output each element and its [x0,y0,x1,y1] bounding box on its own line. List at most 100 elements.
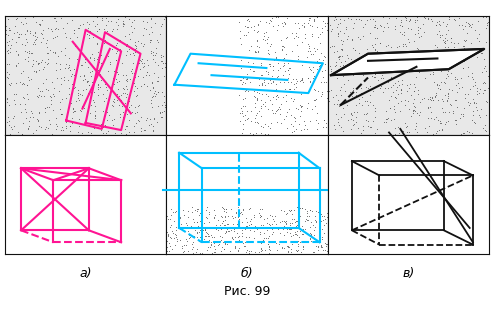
Point [256,214,264,219]
Point [288,49,296,54]
Point [434,86,442,91]
Point [371,105,379,110]
Point [295,234,303,239]
Point [444,73,452,78]
Point [403,82,411,87]
Point [280,63,288,68]
Point [265,245,273,250]
Point [85,83,93,88]
Point [382,108,390,113]
Point [82,116,89,121]
Point [22,110,30,115]
Point [207,252,215,257]
Point [255,44,263,49]
Point [222,230,230,235]
Point [43,44,51,49]
Point [249,69,257,74]
Point [381,86,389,91]
Point [392,57,400,62]
Point [41,76,49,81]
Point [307,219,315,224]
Point [256,229,264,234]
Point [234,215,242,219]
Point [362,118,370,123]
Point [484,74,492,79]
Point [378,72,386,77]
Point [467,24,475,29]
Point [317,40,325,45]
Point [31,33,39,38]
Point [170,236,178,241]
Point [275,22,283,27]
Point [318,213,326,218]
Point [222,207,230,212]
Point [444,95,452,100]
Point [122,94,130,99]
Point [70,67,78,72]
Point [376,40,384,45]
Point [460,46,468,51]
Point [76,92,84,97]
Point [236,29,244,33]
Point [257,245,265,250]
Point [33,35,41,40]
Point [74,130,82,135]
Point [149,127,157,132]
Point [105,113,113,117]
Point [158,59,166,64]
Point [319,92,327,97]
Point [239,220,247,225]
Point [236,110,244,115]
Point [37,89,44,94]
Point [127,102,135,107]
Point [146,117,154,122]
Point [27,108,35,113]
Point [443,59,451,64]
Point [4,16,12,21]
Point [421,125,429,130]
Point [275,13,283,18]
Point [23,83,31,88]
Point [320,79,328,84]
Point [88,32,96,37]
Point [238,111,246,116]
Point [319,124,327,129]
Point [345,70,353,75]
Point [357,37,365,42]
Point [98,17,106,22]
Point [312,243,320,248]
Point [33,117,41,122]
Point [243,247,250,252]
Point [429,54,437,59]
Point [263,221,271,226]
Point [436,51,444,55]
Point [293,218,301,223]
Point [88,79,96,84]
Point [410,104,418,109]
Point [436,86,444,91]
Point [424,17,432,22]
Point [423,58,431,63]
Point [4,13,12,18]
Point [320,53,328,58]
Point [313,208,321,213]
Point [122,73,129,78]
Point [310,19,318,24]
Point [317,94,325,99]
Point [385,98,393,103]
Point [383,21,391,26]
Point [210,225,218,230]
Point [293,239,301,244]
Point [1,74,9,79]
Point [128,29,136,34]
Point [275,58,283,63]
Point [377,84,385,89]
Point [318,245,326,250]
Point [337,46,345,51]
Point [246,226,253,231]
Point [459,65,467,70]
Point [354,125,362,130]
Point [231,244,239,249]
Point [290,119,298,124]
Point [193,209,201,214]
